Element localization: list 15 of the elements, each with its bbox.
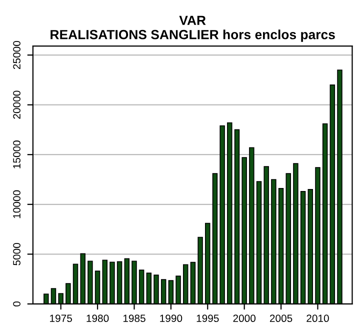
x-tick-label: 1975 — [50, 314, 72, 322]
y-tick-label: 0 — [13, 301, 20, 306]
x-tick-label: 1985 — [123, 314, 146, 322]
x-tick-label: 2005 — [270, 314, 292, 322]
y-tick-label: 25000 — [13, 40, 20, 70]
y-tick-label: 5000 — [13, 242, 20, 266]
y-tick-label: 20000 — [13, 90, 20, 119]
y-tick-label: 15000 — [13, 140, 20, 168]
x-tick-label: 1980 — [86, 314, 109, 322]
chart-title: VAR REALISATIONS SANGLIER hors enclos parcs — [50, 16, 335, 42]
x-tick-label: 1990 — [160, 314, 182, 322]
x-tick-label: 2000 — [233, 314, 256, 322]
y-tick-label: 10000 — [13, 190, 20, 218]
x-tick-label: 1995 — [196, 314, 219, 322]
x-tick-label: 2010 — [306, 314, 329, 322]
